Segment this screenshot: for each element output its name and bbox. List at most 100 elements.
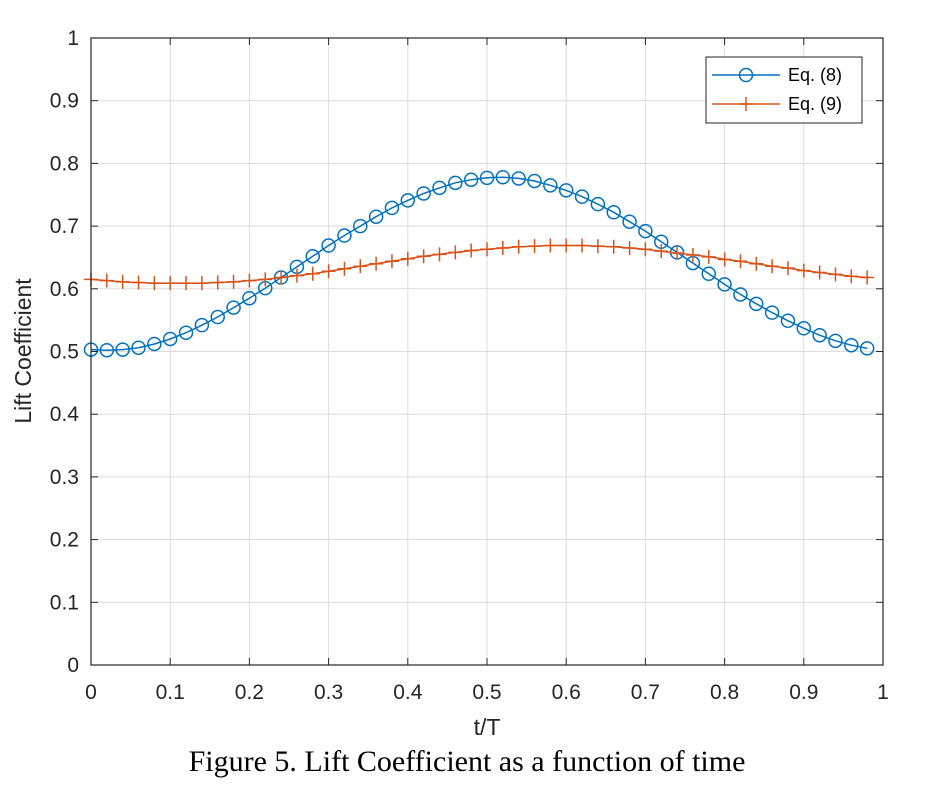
data-point-plus xyxy=(654,244,669,259)
x-tick-label: 0.8 xyxy=(710,681,739,704)
data-point-plus xyxy=(812,265,827,280)
y-tick-label: 0.4 xyxy=(50,403,80,426)
data-point-plus xyxy=(369,256,384,271)
data-point-plus xyxy=(353,259,368,274)
data-point-plus xyxy=(416,249,431,264)
data-point-plus xyxy=(321,264,336,279)
data-point-plus xyxy=(749,256,764,271)
data-point-circle xyxy=(162,331,178,347)
lift-coefficient-chart: 0 0.1 0.2 0.3 0.4 0.5 0.6 0.7 0.8 0.9 1 0 0.1 0.2 0.3 0… xyxy=(10,27,889,740)
data-point-plus xyxy=(194,276,209,291)
legend-label-eq8: Eq. (8) xyxy=(788,65,842,85)
data-point-plus xyxy=(115,274,130,289)
data-point-plus xyxy=(796,263,811,278)
x-tick-label: 0.2 xyxy=(235,681,264,704)
data-point-plus xyxy=(274,270,289,285)
data-point-circle xyxy=(131,340,146,355)
legend-label-eq9: Eq. (9) xyxy=(788,94,842,114)
data-point-circle xyxy=(384,200,400,216)
data-point-circle xyxy=(701,266,717,282)
data-point-circle xyxy=(147,336,162,352)
data-point-circle xyxy=(463,172,479,187)
data-point-circle xyxy=(353,218,368,234)
data-point-circle xyxy=(305,248,321,264)
data-point-plus xyxy=(559,238,574,253)
y-tick-label: 0.1 xyxy=(50,591,79,614)
x-tick-label: 0.3 xyxy=(314,681,343,704)
data-point-circle xyxy=(859,341,875,356)
data-point-circle xyxy=(764,305,780,320)
data-point-plus xyxy=(765,259,780,274)
y-tick-label: 0.6 xyxy=(50,278,79,301)
data-point-plus xyxy=(131,275,146,290)
data-point-circle xyxy=(99,342,115,358)
data-point-circle xyxy=(511,171,526,186)
data-point-plus xyxy=(575,238,590,253)
data-point-plus xyxy=(400,251,415,266)
data-point-circle xyxy=(479,170,495,186)
x-tick-label: 0 xyxy=(85,681,97,704)
y-axis-label: Lift Coefficient xyxy=(10,278,36,424)
x-tick-label: 1 xyxy=(877,681,889,704)
y-tick-label: 0.5 xyxy=(50,341,79,364)
data-point-plus xyxy=(844,269,859,284)
data-point-plus xyxy=(179,276,194,291)
data-point-plus xyxy=(511,239,526,254)
data-point-circle xyxy=(226,300,241,315)
legend-box xyxy=(705,56,863,124)
legend-marker-eq9 xyxy=(739,97,753,111)
data-point-circle xyxy=(495,169,511,185)
data-point-circle xyxy=(638,223,653,239)
data-point-circle xyxy=(717,277,732,292)
data-point-plus xyxy=(384,254,399,269)
data-point-circle xyxy=(448,175,463,191)
data-point-circle xyxy=(432,180,447,196)
data-point-plus xyxy=(242,273,257,288)
figure-caption: Figure 5. Lift Coefficient as a function… xyxy=(188,745,746,778)
data-point-circle xyxy=(590,196,606,212)
legend-marker-eq8 xyxy=(738,67,754,83)
data-point-plus xyxy=(701,249,716,264)
data-point-circle xyxy=(574,189,590,204)
data-point-plus xyxy=(432,247,447,262)
data-point-circle xyxy=(749,296,764,312)
data-point-circle xyxy=(321,238,336,253)
x-axis-label: t/T xyxy=(474,714,501,740)
data-point-plus xyxy=(163,276,178,291)
x-tick-label: 0.7 xyxy=(631,681,660,704)
data-point-plus xyxy=(495,241,510,256)
data-point-plus xyxy=(685,247,700,262)
data-point-plus xyxy=(638,242,653,257)
data-point-plus xyxy=(226,274,241,289)
data-point-plus xyxy=(780,261,795,276)
x-tick-label: 0.5 xyxy=(472,681,501,704)
y-tick-label: 0.3 xyxy=(50,466,79,489)
ticks: 0 0.1 0.2 0.3 0.4 0.5 0.6 0.7 0.8 0.9 1 0 0.1 0.2 0.3 0… xyxy=(50,27,889,704)
data-point-circle xyxy=(210,309,225,325)
data-point-plus xyxy=(828,267,843,282)
data-point-plus xyxy=(289,268,304,283)
y-tick-label: 0.2 xyxy=(50,529,79,552)
y-tick-label: 0.8 xyxy=(50,152,79,175)
series-line xyxy=(90,176,868,351)
data-point-circle xyxy=(527,173,542,189)
data-point-plus xyxy=(670,246,685,261)
y-tick-label: 1 xyxy=(67,27,79,50)
series-layer xyxy=(83,169,875,358)
data-point-plus xyxy=(210,275,225,290)
y-tick-label: 0.9 xyxy=(50,90,79,113)
data-point-circle xyxy=(368,209,384,224)
data-point-circle xyxy=(733,287,748,302)
data-point-plus xyxy=(527,239,542,254)
data-point-circle xyxy=(828,333,843,349)
data-point-plus xyxy=(337,261,352,276)
series-2 xyxy=(84,238,875,291)
data-point-circle xyxy=(416,186,431,201)
data-point-circle xyxy=(543,178,558,193)
data-point-plus xyxy=(305,266,320,281)
data-point-plus xyxy=(543,238,558,253)
data-point-circle xyxy=(400,193,416,208)
x-tick-label: 0.4 xyxy=(393,681,423,704)
data-point-circle xyxy=(558,183,574,198)
